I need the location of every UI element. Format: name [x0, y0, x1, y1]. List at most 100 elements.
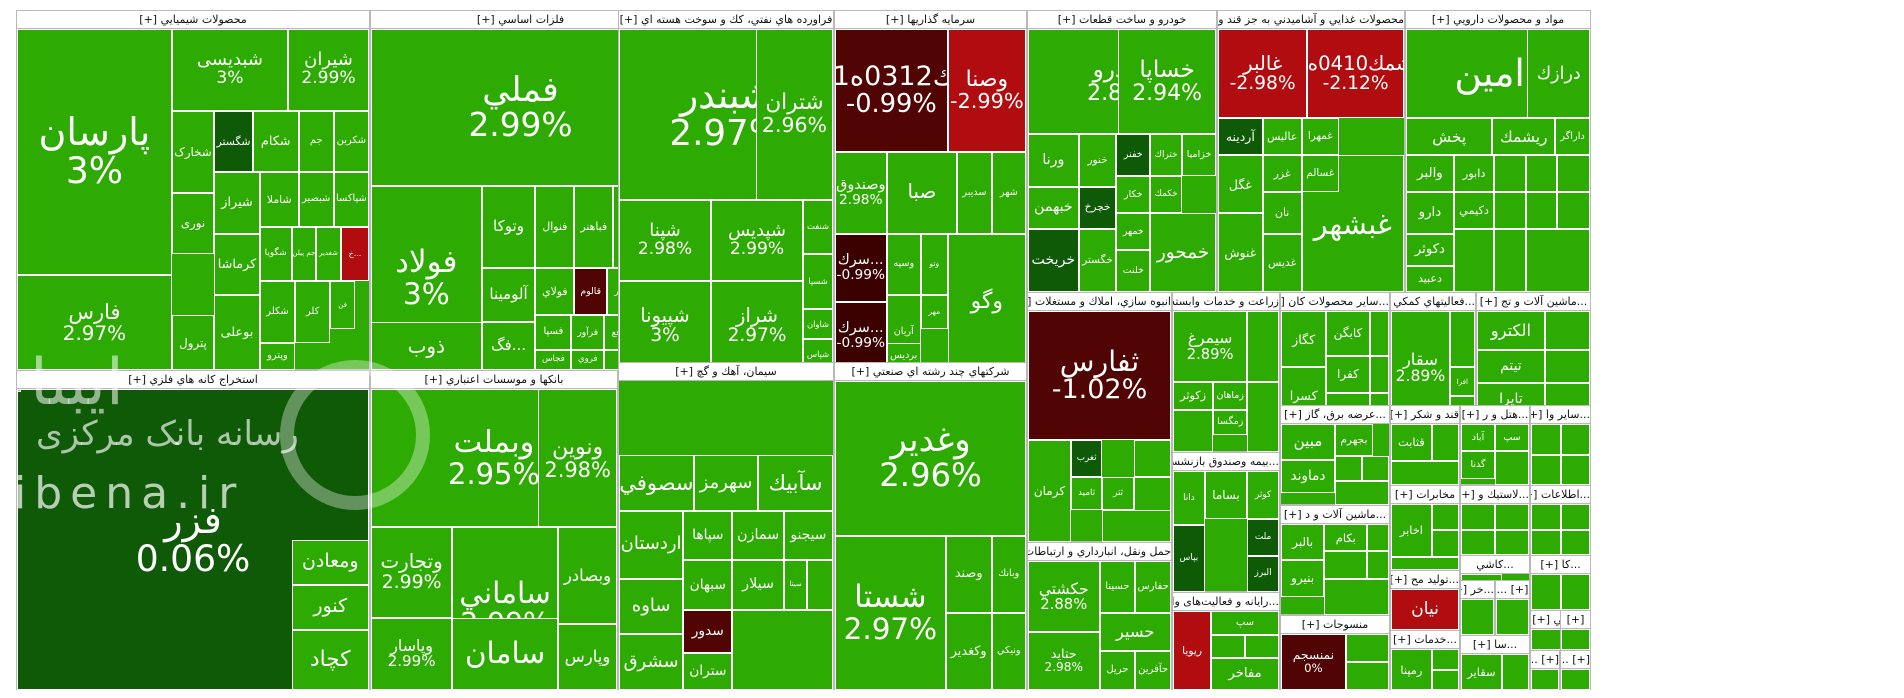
treemap-cell[interactable]: [1531, 629, 1561, 650]
treemap-cell[interactable]: [1494, 155, 1526, 193]
stock-tile[interactable]: قالوم: [574, 267, 608, 316]
treemap-cell[interactable]: [1560, 574, 1590, 610]
stock-tile[interactable]: حكشتي 2.88%: [1028, 561, 1100, 632]
stock-tile[interactable]: شپنا 2.98%: [619, 199, 712, 282]
treemap-cell[interactable]: [1367, 524, 1389, 552]
stock-tile[interactable]: ثفارس -1.02%: [1028, 311, 1171, 441]
sector-box[interactable]: [+] ...: [1560, 650, 1591, 690]
stock-tile[interactable]: فروي: [571, 349, 605, 370]
sector-box[interactable]: منسوجات [+] نمنسجم 0%: [1280, 615, 1390, 690]
stock-tile[interactable]: شاوان: [803, 308, 833, 340]
stock-tile[interactable]: خریخت: [1028, 228, 1079, 292]
sector-title[interactable]: ...سایر وا [+]: [1531, 406, 1590, 424]
stock-tile[interactable]: حآفرين: [1135, 651, 1171, 690]
stock-tile[interactable]: سرك... -0.99%: [835, 301, 887, 370]
treemap-cell[interactable]: [1495, 529, 1529, 555]
treemap-cell[interactable]: [1449, 311, 1475, 368]
stock-tile[interactable]: بپاس: [1173, 525, 1205, 592]
sector-title[interactable]: سيمان، آهك و گچ [+]: [619, 363, 833, 381]
stock-tile[interactable]: زمگسا: [1213, 409, 1248, 436]
stock-tile[interactable]: فباهنر: [574, 185, 614, 268]
stock-tile[interactable]: حريل: [1099, 651, 1136, 690]
stock-tile[interactable]: کلر: [295, 281, 331, 343]
sector-box[interactable]: ...سایر وا [+]: [1530, 405, 1591, 485]
stock-tile[interactable]: پارسان 3%: [17, 29, 172, 275]
sector-box[interactable]: زراعت و خدمات وابسته [+]سيمرغ2.89%زكوثرز…: [1172, 292, 1280, 452]
stock-tile[interactable]: فن: [330, 281, 355, 330]
stock-tile[interactable]: وبصادر: [557, 527, 617, 624]
stock-tile[interactable]: شغدیر: [316, 226, 341, 282]
sector-title[interactable]: ...ماشين آلات و د [+]: [1281, 506, 1389, 524]
treemap-cell[interactable]: [1560, 454, 1590, 485]
stock-tile[interactable]: سيلار: [732, 560, 784, 610]
stock-tile[interactable]: شپاکسا: [333, 172, 369, 227]
treemap-cell[interactable]: [1544, 311, 1590, 350]
treemap-cell[interactable]: [1247, 311, 1279, 382]
sector-title[interactable]: ...كا [+]: [1531, 556, 1590, 574]
stock-tile[interactable]: خمهر: [1116, 213, 1151, 250]
treemap-cell[interactable]: [1525, 155, 1557, 193]
sector-title[interactable]: خودرو و ساخت قطعات [+]: [1028, 11, 1216, 29]
treemap-cell[interactable]: [1544, 349, 1590, 384]
stock-tile[interactable]: زكوثر: [1173, 381, 1214, 410]
stock-tile[interactable]: حسينا: [1099, 561, 1136, 613]
sector-box[interactable]: قند و شكر [+] قثابت: [1390, 405, 1460, 485]
stock-tile[interactable]: مفاخر: [1211, 658, 1279, 690]
sector-title[interactable]: ...رایانه و فعالیت‌های وا [+]: [1173, 593, 1279, 611]
stock-tile[interactable]: شسپا: [803, 254, 833, 309]
stock-tile[interactable]: نمنسجم 0%: [1281, 634, 1346, 690]
sector-box[interactable]: ...اطلاعات [+]: [1530, 485, 1591, 555]
treemap-cell[interactable]: [807, 560, 833, 610]
stock-tile[interactable]: سرك... -0.99%: [835, 233, 887, 302]
sector-box[interactable]: ...هتل و ر [+] آباد گدنا سپ: [1460, 405, 1530, 485]
stock-tile[interactable]: خچرخ: [1078, 186, 1117, 229]
treemap-cell[interactable]: [1556, 155, 1590, 193]
stock-tile[interactable]: ثتر: [1102, 477, 1134, 510]
stock-tile[interactable]: كابگن: [1326, 311, 1370, 357]
treemap-cell[interactable]: [1245, 634, 1279, 659]
stock-tile[interactable]: شراز 2.97%: [711, 281, 804, 370]
stock-tile[interactable]: سديبر: [957, 151, 992, 234]
stock-tile[interactable]: شستا 2.97%: [835, 535, 946, 690]
stock-tile[interactable]: رمپنا: [1391, 649, 1432, 690]
stock-tile[interactable]: بجهرم: [1335, 424, 1373, 457]
stock-tile[interactable]: فگ...: [481, 322, 536, 370]
stock-tile[interactable]: دكوثر: [1406, 234, 1454, 266]
treemap-cell[interactable]: [1362, 456, 1389, 481]
treemap-cell[interactable]: [1345, 634, 1389, 662]
sector-title[interactable]: زراعت و خدمات وابسته [+]: [1173, 293, 1279, 311]
treemap-cell[interactable]: [1494, 192, 1526, 229]
stock-tile[interactable]: كچاد: [291, 629, 369, 690]
treemap-cell[interactable]: [1531, 454, 1561, 485]
stock-tile[interactable]: کرماشا: [214, 233, 260, 295]
stock-tile[interactable]: كاما: [17, 389, 21, 392]
sector-box[interactable]: شركتهاي چند رشته اي صنعتي [+] وغدير 2.96% ش…: [834, 362, 1027, 690]
sector-title[interactable]: ...سا [+]: [1461, 636, 1529, 654]
sector-box[interactable]: سرمايه گذاريها [+]سرك0312ه01ب-0.99%وصنا-…: [834, 10, 1027, 370]
sector-box[interactable]: محصولات غذايي و آشاميدني به جز قند و شكر…: [1217, 10, 1405, 292]
sector-title[interactable]: ...لاستيك و [+]: [1461, 486, 1529, 504]
stock-tile[interactable]: دعبيد: [1406, 265, 1454, 292]
stock-tile[interactable]: مبين: [1281, 424, 1335, 461]
sector-box[interactable]: [+] ...: [1495, 580, 1530, 635]
treemap-cell[interactable]: [1431, 530, 1459, 557]
stock-tile[interactable]: بساما: [1204, 471, 1248, 520]
stock-tile[interactable]: غسالم: [1301, 155, 1339, 193]
treemap-cell[interactable]: [1531, 424, 1561, 455]
treemap-cell[interactable]: [1531, 529, 1561, 555]
sector-title[interactable]: ...بيمه وصندوق بازنشست [+]: [1173, 453, 1279, 471]
stock-tile[interactable]: سهرمز: [693, 455, 759, 511]
stock-tile[interactable]: كنور: [291, 584, 369, 630]
stock-tile[interactable]: خ...: [340, 226, 369, 282]
treemap-cell[interactable]: [1335, 480, 1389, 505]
treemap-cell[interactable]: [1495, 451, 1529, 485]
stock-tile[interactable]: شپيونا 3%: [619, 281, 712, 370]
stock-tile[interactable]: ستران: [683, 652, 733, 690]
stock-tile[interactable]: فنوال: [535, 185, 575, 268]
stock-tile[interactable]: ختراك: [1150, 134, 1183, 177]
stock-tile[interactable]: سپ: [1211, 611, 1279, 635]
stock-tile[interactable]: جم: [298, 110, 334, 173]
treemap-cell[interactable]: [1560, 424, 1590, 455]
sector-title[interactable]: ...خر [+]: [1461, 581, 1494, 599]
stock-tile[interactable]: سبهان: [683, 560, 733, 610]
